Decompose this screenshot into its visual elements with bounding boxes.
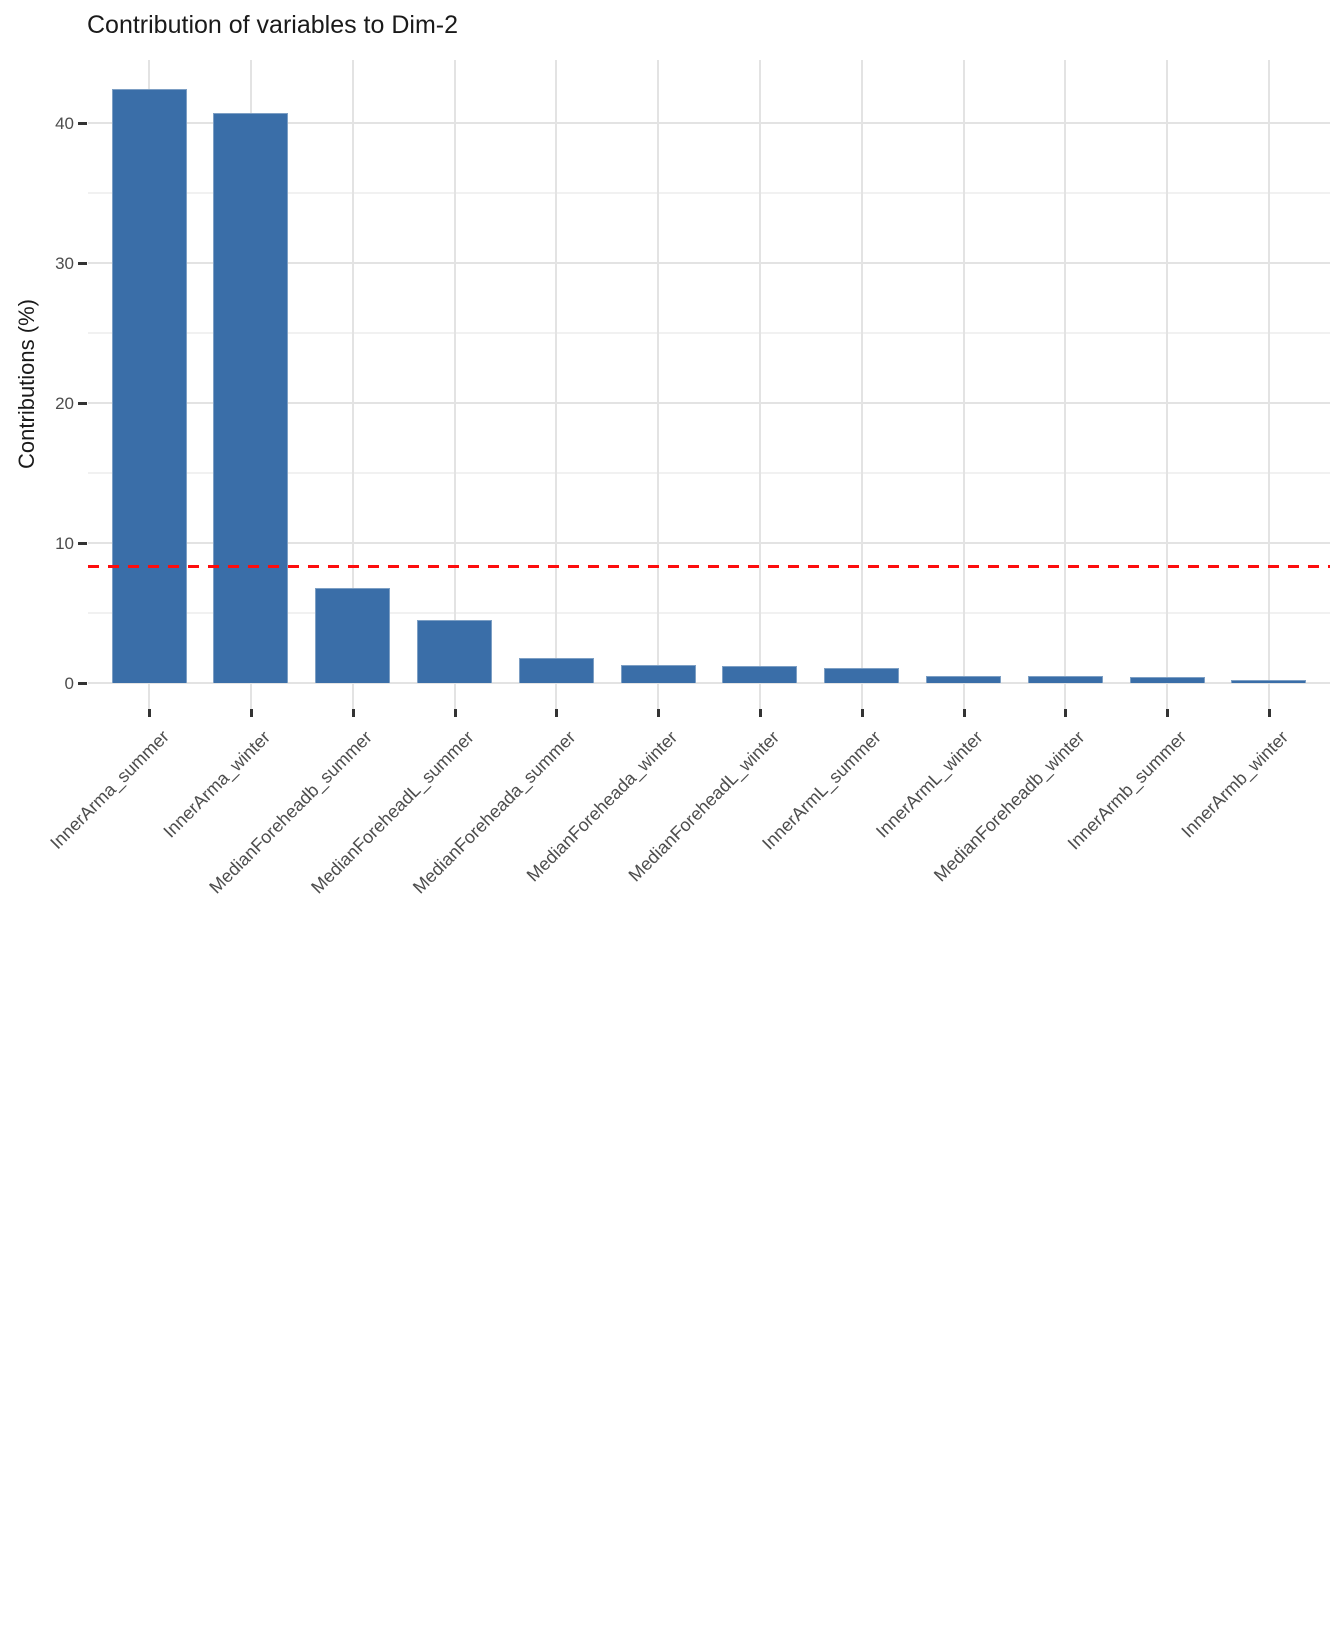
gridline-minor-35 [88, 192, 1330, 194]
y-tick-mark [78, 402, 87, 405]
x-tick-label-InnerArmL_winter: InnerArmL_winter [872, 727, 987, 842]
bar-InnerArmb_summer [1129, 677, 1205, 683]
bar-MedianForeheada_winter [620, 665, 696, 683]
x-tick-mark [1166, 709, 1170, 717]
x-tick-mark [351, 709, 355, 717]
bar-InnerArmL_winter [926, 676, 1001, 683]
bar-MedianForeheadL_summer [417, 620, 492, 683]
x-tick-mark [1267, 709, 1271, 717]
y-tick-mark [78, 262, 87, 265]
y-axis-title: Contributions (%) [14, 299, 39, 469]
y-tick-label-0: 0 [64, 674, 74, 693]
bar-MedianForeheadL_winter [722, 666, 798, 683]
bar-MedianForeheada_summer [518, 658, 594, 683]
gridline-vertical [453, 60, 456, 709]
x-tick-mark [962, 709, 966, 717]
x-tick-mark [860, 709, 864, 717]
gridline-vertical [860, 60, 863, 709]
gridline-major-20 [88, 402, 1330, 404]
gridline-vertical [758, 60, 761, 709]
y-tick-mark [78, 682, 87, 685]
x-tick-label-MedianForeheadb_winter: MedianForeheadb_winter [929, 727, 1089, 886]
gridline-vertical [351, 60, 354, 709]
y-tick-label-30: 30 [55, 254, 74, 273]
gridline-vertical [1166, 60, 1169, 709]
bar-InnerArmb_winter [1231, 680, 1307, 683]
y-tick-mark [78, 122, 87, 125]
x-tick-label-InnerArmL_summer: InnerArmL_summer [758, 727, 885, 854]
gridline-minor-15 [88, 472, 1330, 474]
chart-title: Contribution of variables to Dim-2 [87, 11, 458, 39]
plot-panel [88, 60, 1330, 709]
gridline-vertical [962, 60, 965, 709]
reference-line [88, 565, 1330, 569]
gridline-vertical [1267, 60, 1270, 709]
x-tick-mark [249, 709, 253, 717]
bar-MedianForeheadb_summer [315, 588, 391, 683]
x-tick-label-InnerArma_winter: InnerArma_winter [159, 727, 275, 842]
x-tick-mark [148, 709, 152, 717]
x-tick-mark [555, 709, 559, 717]
gridline-vertical [555, 60, 558, 709]
y-tick-label-40: 40 [55, 114, 74, 133]
gridline-minor-5 [88, 612, 1330, 614]
y-tick-label-10: 10 [55, 534, 74, 553]
x-tick-mark [1064, 709, 1068, 717]
gridline-major-10 [88, 542, 1330, 544]
bar-InnerArmL_summer [824, 668, 900, 683]
x-tick-mark [657, 709, 661, 717]
bar-InnerArma_summer [111, 89, 187, 683]
gridline-major-0 [88, 682, 1330, 684]
gridline-vertical [1064, 60, 1067, 709]
y-tick-mark [78, 542, 87, 545]
x-tick-mark [453, 709, 457, 717]
bar-MedianForeheadb_winter [1027, 676, 1103, 683]
gridline-minor-25 [88, 332, 1330, 334]
x-tick-mark [758, 709, 762, 717]
x-tick-label-MedianForeheadL_summer: MedianForeheadL_summer [307, 727, 478, 898]
gridline-major-40 [88, 122, 1330, 124]
x-tick-label-MedianForeheada_winter: MedianForeheada_winter [522, 727, 682, 886]
bar-InnerArma_winter [213, 113, 289, 683]
y-tick-label-20: 20 [55, 394, 74, 413]
gridline-major-30 [88, 262, 1330, 264]
gridline-vertical [657, 60, 660, 709]
